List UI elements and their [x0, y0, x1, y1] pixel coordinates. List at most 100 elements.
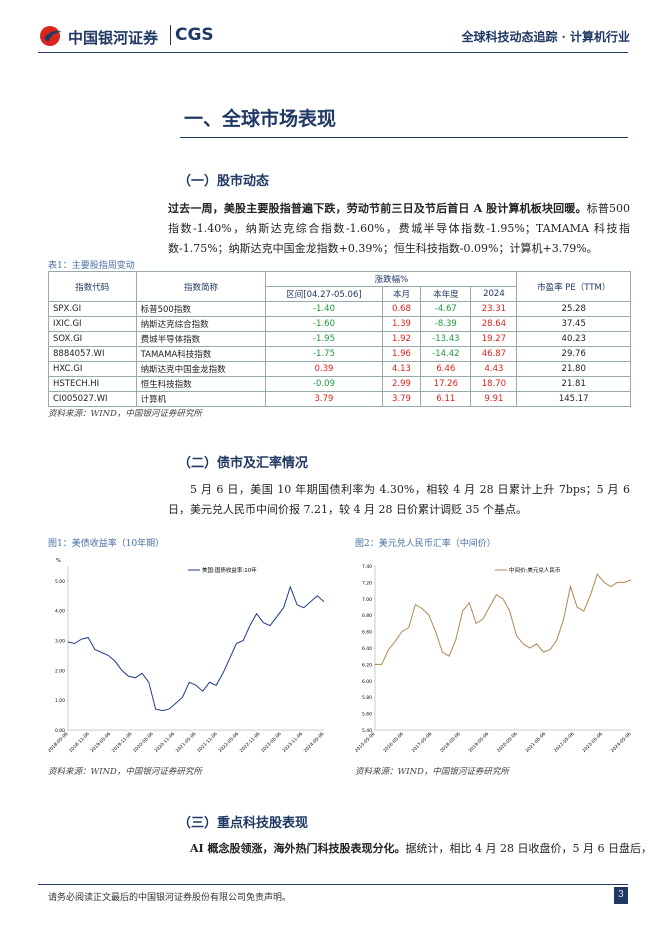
bold-text: AI 概念股领涨，海外热门科技股表现分化。	[190, 842, 406, 855]
table-cell: -1.75	[265, 346, 383, 362]
line-series	[375, 573, 632, 665]
table-cell: SPX.GI	[48, 301, 137, 317]
table-cell: 18.70	[470, 376, 518, 392]
table-row: 8884057.WI TAMAMA科技指数 -1.75 1.96 -14.42 46.87…	[48, 346, 631, 362]
subtitle: （二）债市及汇率情况	[178, 456, 309, 471]
table-cell: 计算机	[135, 391, 267, 407]
table-cell: 1.92	[381, 331, 422, 347]
table-row: IXIC.GI 纳斯达克综合指数 -1.60 1.39 -8.39 28.64 37.45	[48, 316, 631, 332]
bold-text: 过去一周，美股主要股指普遍下跌，劳动节前三日及节后首日 A 股计算机板块回暖。	[168, 202, 587, 215]
table-cell: 4.13	[381, 361, 422, 377]
footer-rule	[38, 884, 628, 885]
x-tick-label: 2018-05-06	[439, 731, 462, 754]
y-tick-label: 5.00	[55, 579, 65, 585]
x-tick-label: 2016-05-06	[382, 731, 405, 754]
x-tick-label: 2018-11-06	[68, 731, 91, 754]
y-tick-label: 6.40	[362, 646, 372, 652]
y-tick-label: 7.00	[362, 597, 372, 603]
x-tick-label: 2019-11-06	[111, 731, 134, 754]
section-title: 一、全球市场表现	[184, 108, 337, 130]
table-cell: 0.68	[381, 301, 422, 317]
chart: 5.40 5.60 5.80 6.00 6.20 6.40 6.60 6.80 7.00 7.20…	[355, 564, 633, 754]
disclaimer: 请务必阅读正文最后的中国银河证券股份有限公司免责声明。	[48, 893, 292, 903]
y-tick-label: 2.00	[55, 668, 65, 674]
header-cell: 涨跌幅%	[265, 271, 518, 287]
figure-caption: 图1：美债收益率（10年期）	[48, 539, 165, 549]
x-tick-label: 2020-05-06	[132, 731, 155, 754]
table-cell: 费城半导体指数	[135, 331, 267, 347]
header-cell: 区间[04.27-05.06]	[265, 286, 383, 302]
page-number: 3	[614, 887, 628, 904]
table-cell: -0.09	[265, 376, 383, 392]
table-cell: 恒生科技指数	[135, 376, 267, 392]
header-cell: 指数代码	[48, 271, 137, 302]
table-cell: -13.43	[420, 331, 472, 347]
table-row: SOX.GI 费城半导体指数 -1.95 1.92 -13.43 19.27 40.23	[48, 331, 631, 347]
y-tick-label: 7.40	[362, 564, 372, 570]
x-tick-label: 2022-11-06	[239, 731, 262, 754]
table-cell: 纳斯达克中国金龙指数	[135, 361, 267, 377]
paragraph: 5 月 6 日，美国 10 年期国债利率为 4.30%，相较 4 月 28 日累…	[168, 483, 630, 516]
table-cell: 1.96	[381, 346, 422, 362]
table-cell: 3.79	[265, 391, 383, 407]
table-cell: HXC.GI	[48, 361, 137, 377]
table-cell: 23.31	[470, 301, 518, 317]
header-cell: 本月	[381, 286, 422, 302]
table-cell: 8884057.WI	[48, 346, 137, 362]
table-cell: 21.80	[516, 361, 631, 377]
logo: 中国银河证券	[68, 29, 159, 47]
table-cell: SOX.GI	[48, 331, 137, 347]
table-caption: 表1：主要股指周变动	[48, 261, 135, 271]
subtitle: （三）重点科技股表现	[178, 816, 309, 831]
x-tick-label: 2024-05-06	[303, 731, 326, 754]
x-tick-label: 2021-11-06	[196, 731, 219, 754]
table-cell: -1.60	[265, 316, 383, 332]
y-tick-label: 3.00	[55, 639, 65, 645]
logo-icon	[40, 26, 62, 46]
x-tick-label: 2023-05-06	[260, 731, 283, 754]
table-cell: 3.79	[381, 391, 422, 407]
header-right: 全球科技动态追踪 · 计算机行业	[461, 30, 630, 44]
paragraph: 过去一周，美股主要股指普遍下跌，劳动节前三日及节后首日 A 股计算机板块回暖。标…	[168, 199, 630, 259]
x-tick-label: 2024-05-06	[610, 731, 633, 754]
x-tick-label: 2022-05-06	[217, 731, 240, 754]
y-tick-label: 6.00	[362, 679, 372, 685]
legend-label: 美国:国债收益率:10年	[202, 566, 257, 574]
y-unit: %	[56, 558, 61, 564]
chart: % 0.00 1.00 2.00 3.00 4.00 5.00 2018-05-06 2018-…	[48, 558, 326, 754]
table-cell: 6.11	[420, 391, 472, 407]
source: 资料来源：WIND，中国银河证券研究所	[48, 767, 202, 777]
legend-label: 中间价:美元兑人民币	[509, 566, 561, 574]
y-tick-label: 6.20	[362, 662, 372, 668]
source: 资料来源：WIND，中国银河证券研究所	[355, 767, 509, 777]
x-tick-label: 2023-11-06	[281, 731, 304, 754]
header-cell: 指数简称	[135, 271, 267, 302]
table-cell: 6.46	[420, 361, 472, 377]
y-tick-label: 1.00	[55, 698, 65, 704]
table-cell: 4.43	[470, 361, 518, 377]
table-cell: 21.81	[516, 376, 631, 392]
logo-en: CGS	[170, 25, 214, 45]
y-tick-label: 5.80	[362, 695, 372, 701]
y-tick-label: 5.60	[362, 712, 372, 718]
table-cell: -14.42	[420, 346, 472, 362]
table-cell: HSTECH.HI	[48, 376, 137, 392]
table-cell: -1.95	[265, 331, 383, 347]
subtitle: （一）股市动态	[178, 174, 270, 189]
table-cell: TAMAMA科技指数	[135, 346, 267, 362]
x-tick-label: 2021-05-06	[175, 731, 198, 754]
x-tick-label: 2023-05-06	[581, 731, 604, 754]
header-rule	[38, 52, 628, 53]
header-cell: 市盈率 PE（TTM）	[516, 271, 631, 302]
table-cell: -4.67	[420, 301, 472, 317]
table-cell: -8.39	[420, 316, 472, 332]
x-tick-label: 2018-05-06	[48, 731, 70, 754]
x-tick-label: 2022-05-06	[553, 731, 576, 754]
table-cell: 标普500指数	[135, 301, 267, 317]
x-tick-label: 2019-05-06	[89, 731, 112, 754]
source: 资料来源：WIND，中国银河证券研究所	[48, 409, 202, 419]
table-row: SPX.GI 标普500指数 -1.40 0.68 -4.67 23.31 25.28	[48, 301, 631, 317]
table-cell: 25.28	[516, 301, 631, 317]
x-tick-label: 2020-05-06	[496, 731, 519, 754]
text: 据统计，相比 4 月 28 日收盘价，5 月 6 日盘后，	[405, 842, 652, 855]
